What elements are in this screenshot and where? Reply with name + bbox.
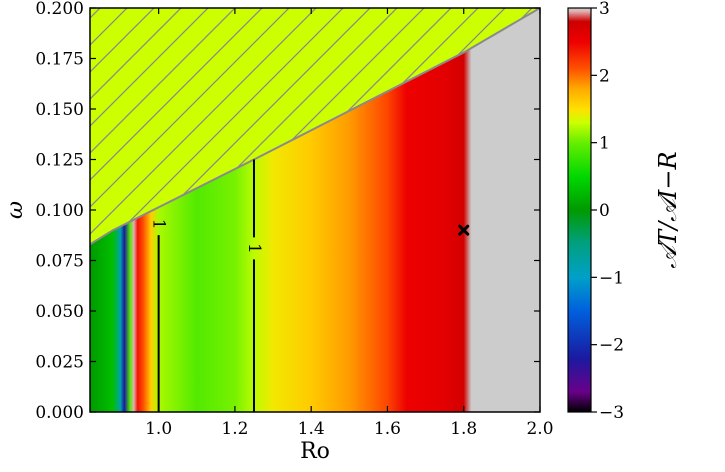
colorbar-tick-label: 2 (599, 66, 610, 86)
colorbar-ticks: 3 2 1 0 −1 −2 −3 (591, 0, 624, 423)
x-tick-label: 1.0 (145, 419, 172, 439)
colorbar-tick-label: 0 (599, 201, 610, 221)
x-tick-label: 2.0 (526, 419, 553, 439)
y-tick-label: 0.200 (35, 0, 84, 19)
contour-label-1: 1 (149, 219, 169, 230)
y-tick-label: 0.000 (35, 403, 84, 423)
y-axis-ticks: 0.000 0.025 0.050 0.075 0.100 0.125 0.150 0.175… (35, 0, 540, 423)
colorbar-tick-label: −3 (599, 403, 624, 423)
contour-lines: 11 (149, 159, 264, 412)
x-tick-label: 1.8 (450, 419, 477, 439)
y-tick-label: 0.175 (35, 50, 84, 70)
contour-label-2: 1 (244, 243, 264, 254)
y-tick-label: 0.150 (35, 100, 84, 120)
marker-layer (458, 224, 470, 236)
x-tick-label: 1.4 (298, 419, 325, 439)
y-tick-label: 0.075 (35, 252, 84, 272)
x-axis-ticks: 1.0 1.2 1.4 1.6 1.8 2.0 (145, 8, 554, 439)
colorbar-title: 𝒜T/𝒜I−R (654, 151, 682, 268)
x-marker (458, 224, 470, 236)
colorbar-tick-label: 3 (599, 0, 610, 19)
y-tick-label: 0.025 (35, 353, 84, 373)
colorbar (567, 7, 592, 413)
y-axis-label: ω (3, 201, 28, 219)
plot-area: 11 (90, 8, 540, 412)
colorbar-tick-label: −2 (599, 336, 624, 356)
y-tick-label: 0.125 (35, 151, 84, 171)
x-tick-label: 1.6 (374, 419, 401, 439)
colorbar-tick-label: −1 (599, 268, 624, 288)
colorbar-tick-label: 1 (599, 134, 610, 154)
x-axis-label: Ro (300, 439, 330, 464)
y-tick-label: 0.050 (35, 302, 84, 322)
x-tick-label: 1.2 (221, 419, 248, 439)
y-tick-label: 0.100 (35, 201, 84, 221)
